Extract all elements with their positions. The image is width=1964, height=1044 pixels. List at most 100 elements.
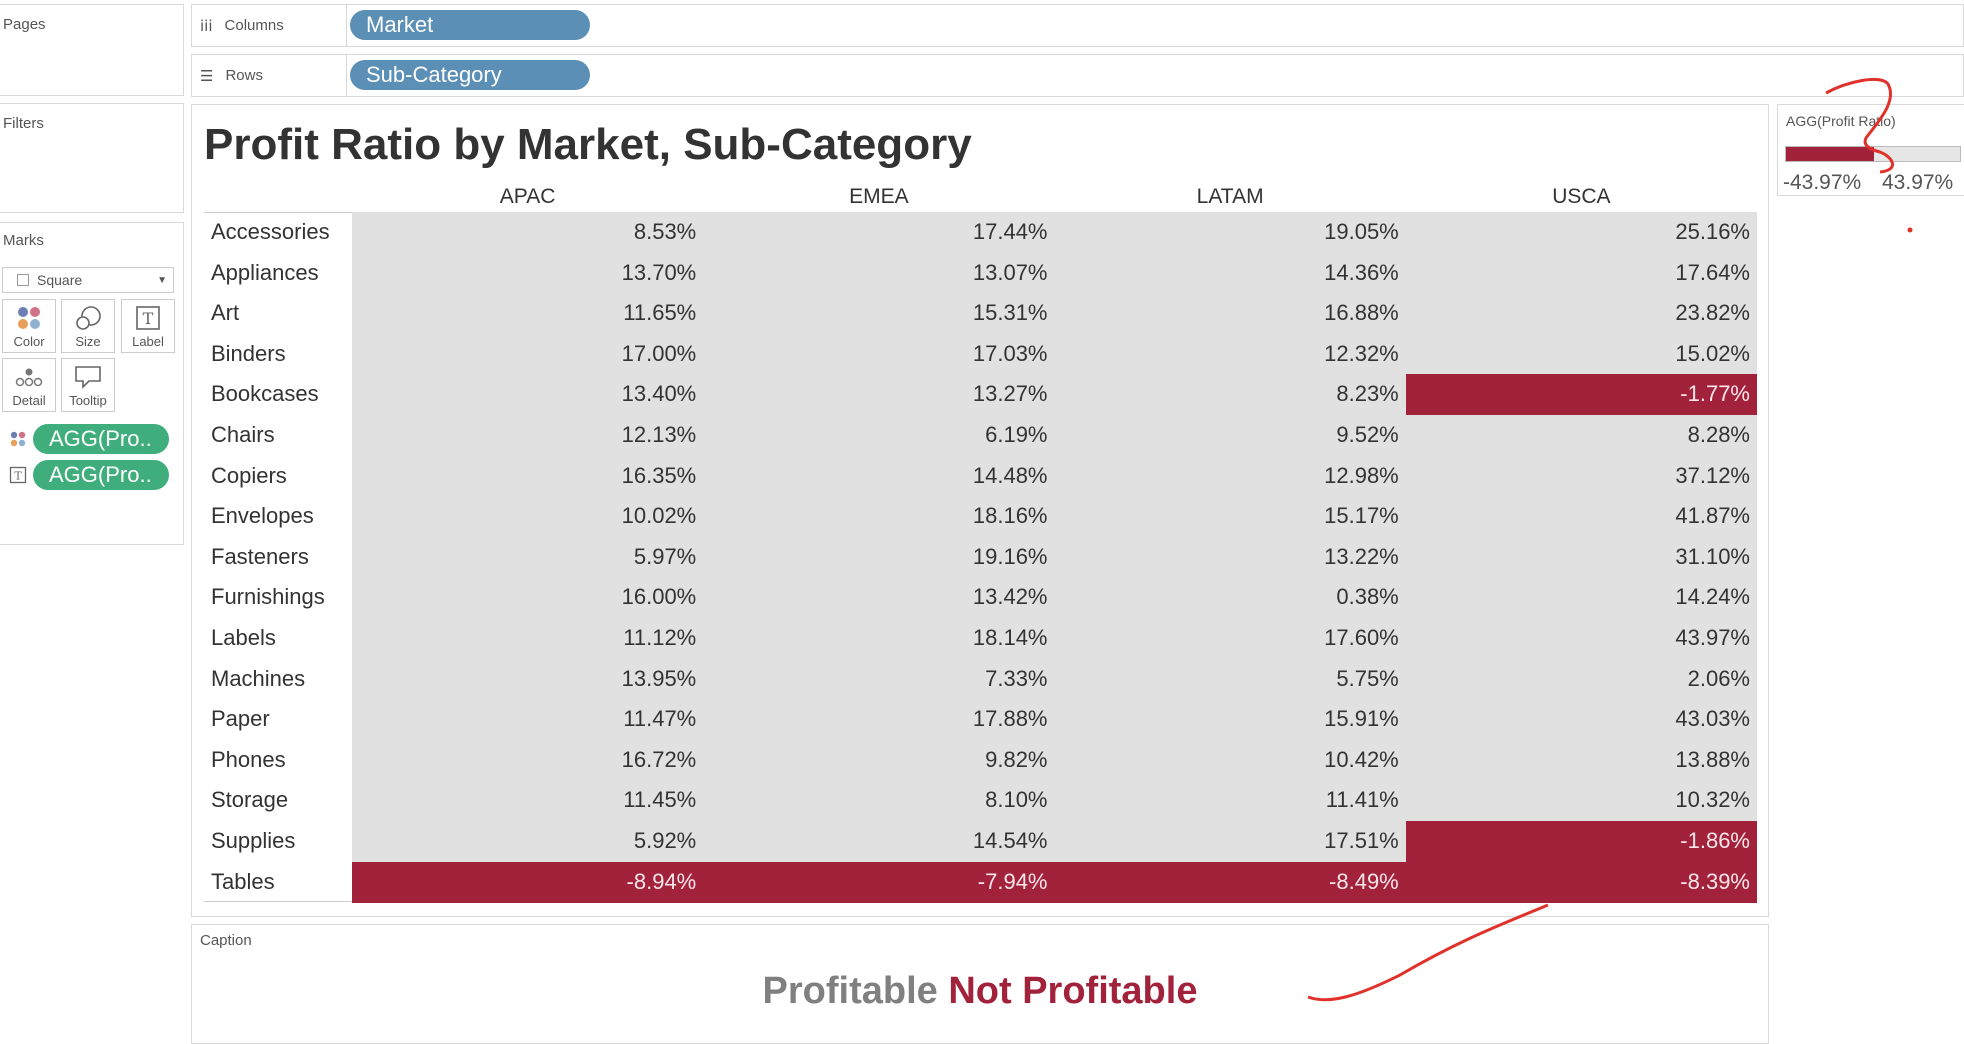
table-cell[interactable]: 17.64% [1405,252,1757,294]
square-mark-icon [17,274,29,286]
row-label: Envelopes [211,503,314,529]
columns-shelf[interactable]: iii Columns Market [191,4,1964,47]
table-cell[interactable]: 43.03% [1405,699,1757,741]
table-cell[interactable]: 12.32% [1054,333,1406,375]
table-cell[interactable]: 8.10% [703,780,1055,822]
row-label: Supplies [211,828,296,853]
rows-shelf[interactable]: ☰ Rows Sub-Category [191,54,1964,97]
label-mark-label: Label [132,334,164,349]
tooltip-mark-button[interactable]: Tooltip [61,358,115,412]
table-cell[interactable]: 43.97% [1405,618,1757,660]
table-cell[interactable]: 9.52% [1054,415,1406,457]
table-cell[interactable]: 14.54% [703,821,1055,863]
table-cell[interactable]: 23.82% [1405,293,1757,335]
table-cell[interactable]: 5.75% [1054,658,1406,700]
filters-panel[interactable]: Filters [0,103,184,213]
table-cell[interactable]: 17.60% [1054,618,1406,660]
table-cell[interactable]: 14.48% [703,455,1055,497]
table-cell[interactable]: 10.32% [1405,780,1757,822]
table-cell[interactable]: 2.06% [1405,658,1757,700]
table-cell[interactable]: 11.45% [352,780,704,822]
table-cell[interactable]: -1.86% [1405,821,1757,863]
table-cell[interactable]: 16.35% [352,455,704,497]
market-pill[interactable]: Market [350,10,590,40]
table-cell[interactable]: 25.16% [1405,212,1757,254]
table-cell[interactable]: 13.95% [352,658,704,700]
table-cell[interactable]: 13.70% [352,252,704,294]
table-cell[interactable]: 16.72% [352,739,704,781]
table-cell[interactable]: 14.36% [1054,252,1406,294]
table-cell[interactable]: 17.51% [1054,821,1406,863]
table-cell[interactable]: 11.65% [352,293,704,335]
table-cell[interactable]: 15.17% [1054,496,1406,538]
table-cell[interactable]: 16.88% [1054,293,1406,335]
sub-category-pill[interactable]: Sub-Category [350,60,590,90]
size-mark-button[interactable]: Size [61,299,115,353]
pages-panel[interactable]: Pages [0,4,184,96]
table-cell[interactable]: 13.07% [703,252,1055,294]
table-cell[interactable]: 17.88% [703,699,1055,741]
label-mark-button[interactable]: T Label [121,299,175,353]
size-mark-label: Size [75,334,101,349]
row-label: Machines [211,665,306,691]
table-cell[interactable]: 19.05% [1054,212,1406,254]
table-cell[interactable]: 19.16% [703,536,1055,578]
table-cell[interactable]: 31.10% [1405,536,1757,578]
legend-negative-segment [1786,147,1874,161]
table-cell[interactable]: 6.19% [703,415,1055,457]
table-cell[interactable]: 15.91% [1054,699,1406,741]
table-cell[interactable]: 8.53% [352,212,704,254]
table-cell[interactable]: 9.82% [703,739,1055,781]
table-cell[interactable]: 17.03% [703,333,1055,375]
table-cell[interactable]: 12.13% [352,415,704,457]
columns-label: Columns [224,17,284,34]
table-cell[interactable]: 37.12% [1405,455,1757,497]
table-cell[interactable]: 14.24% [1405,577,1757,619]
table-cell[interactable]: 11.41% [1054,780,1406,822]
table-cell[interactable]: 0.38% [1054,577,1406,619]
color-field-pill[interactable]: AGG(Pro.. [33,424,169,454]
caption-not-profitable: Not Profitable [948,970,1198,1012]
table-cell[interactable]: -8.49% [1054,861,1406,903]
legend-title: AGG(Profit Ratio) [1786,113,1896,129]
svg-text:T: T [143,309,154,328]
table-cell[interactable]: 18.16% [703,496,1055,538]
table-cell[interactable]: 11.12% [352,618,704,660]
table-cell[interactable]: -8.39% [1405,861,1757,903]
table-cell[interactable]: -1.77% [1405,374,1757,416]
table-cell[interactable]: 10.02% [352,496,704,538]
table-cell[interactable]: 13.27% [703,374,1055,416]
table-cell[interactable]: 13.40% [352,374,704,416]
table-cell[interactable]: 17.00% [352,333,704,375]
table-cell[interactable]: 13.42% [703,577,1055,619]
table-cell[interactable]: 10.42% [1054,739,1406,781]
color-mark-button[interactable]: Color [2,299,56,353]
caption-text: Profitable Not Profitable [191,970,1769,1013]
table-cell[interactable]: 8.28% [1405,415,1757,457]
table-cell[interactable]: 17.44% [703,212,1055,254]
table-cell[interactable]: 12.98% [1054,455,1406,497]
mark-type-dropdown[interactable]: Square ▼ [2,267,174,293]
table-cell[interactable]: 13.88% [1405,739,1757,781]
table-cell[interactable]: 8.23% [1054,374,1406,416]
detail-mark-button[interactable]: Detail [2,358,56,412]
table-cell[interactable]: 5.97% [352,536,704,578]
table-cell[interactable]: 16.00% [352,577,704,619]
column-header-emea: EMEA [849,185,909,208]
table-cell[interactable]: 18.14% [703,618,1055,660]
rows-label: Rows [225,67,263,84]
table-cell[interactable]: 13.22% [1054,536,1406,578]
table-cell[interactable]: 15.02% [1405,333,1757,375]
row-label: Chairs [211,422,275,447]
table-cell[interactable]: 7.33% [703,658,1055,700]
table-cell[interactable]: 41.87% [1405,496,1757,538]
text-t-icon: T [122,305,174,337]
row-label: Phones [211,746,286,772]
table-cell[interactable]: -7.94% [703,861,1055,903]
label-field-pill[interactable]: AGG(Pro.. [33,460,169,490]
table-cell[interactable]: 15.31% [703,293,1055,335]
legend-min-value: -43.97% [1783,171,1862,194]
table-cell[interactable]: -8.94% [352,861,704,903]
table-cell[interactable]: 5.92% [352,821,704,863]
table-cell[interactable]: 11.47% [352,699,704,741]
